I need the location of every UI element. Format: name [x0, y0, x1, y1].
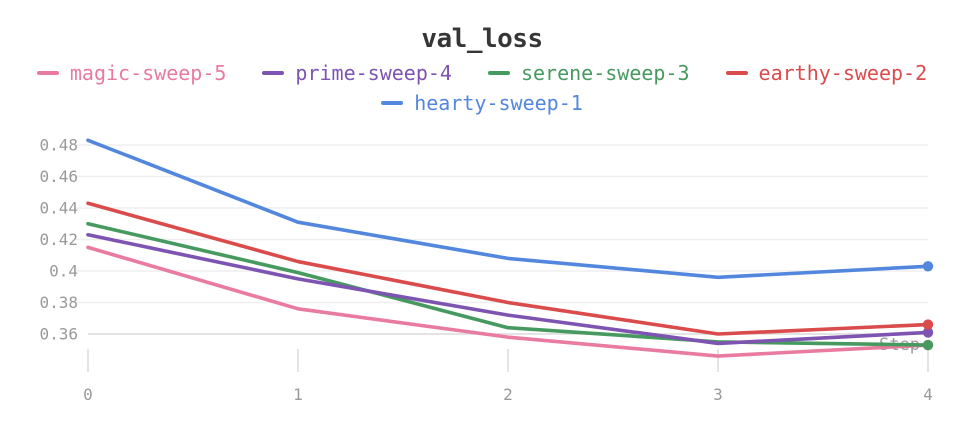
- x-tick-label: 2: [503, 385, 513, 404]
- y-tick-label: 0.48: [39, 136, 78, 155]
- y-tick-label: 0.46: [39, 167, 78, 186]
- y-tick-label: 0.4: [49, 262, 78, 281]
- series-line-serene-sweep-3[interactable]: [86, 221, 930, 347]
- y-tick-label: 0.42: [39, 230, 78, 249]
- series-endpoint-hearty-sweep-1[interactable]: [922, 261, 934, 272]
- y-tick-label: 0.44: [39, 199, 78, 218]
- series-line-earthy-sweep-2[interactable]: [86, 201, 930, 336]
- series-line-prime-sweep-4[interactable]: [86, 232, 930, 346]
- legend-item-prime-sweep-4[interactable]: prime-sweep-4: [262, 58, 452, 88]
- series-endpoint-serene-sweep-3[interactable]: [922, 339, 934, 351]
- series-endpoint-prime-sweep-4[interactable]: [922, 327, 934, 338]
- legend-label: prime-sweep-4: [295, 61, 452, 85]
- x-tick-label: 0: [83, 385, 93, 404]
- legend-line-swatch: [262, 71, 285, 75]
- y-tick-label: 0.36: [39, 325, 78, 344]
- chart-title: val_loss: [421, 24, 543, 54]
- legend-label: serene-sweep-3: [520, 61, 690, 85]
- legend-line-swatch: [487, 71, 510, 75]
- legend-item-earthy-sweep-2[interactable]: earthy-sweep-2: [725, 58, 928, 88]
- x-tick-label: 4: [923, 385, 933, 404]
- legend-label: hearty-sweep-1: [414, 91, 583, 115]
- legend-line-swatch: [36, 71, 59, 75]
- legend-item-hearty-sweep-1[interactable]: hearty-sweep-1: [381, 88, 583, 118]
- y-tick-label: 0.38: [39, 293, 78, 312]
- legend-label: earthy-sweep-2: [758, 61, 928, 85]
- legend-line-swatch: [725, 71, 748, 75]
- series-endpoint-earthy-sweep-2[interactable]: [922, 319, 934, 330]
- x-tick-label: 1: [293, 385, 303, 404]
- legend: magic-sweep-5 prime-sweep-4 serene-sweep…: [0, 58, 964, 118]
- series-line-magic-sweep-5[interactable]: [86, 245, 930, 358]
- legend-label: magic-sweep-5: [69, 61, 227, 85]
- series-line-hearty-sweep-1[interactable]: [86, 138, 930, 280]
- x-tick-label: 3: [713, 385, 723, 404]
- legend-item-serene-sweep-3[interactable]: serene-sweep-3: [487, 58, 690, 88]
- legend-item-magic-sweep-5[interactable]: magic-sweep-5: [36, 58, 227, 88]
- legend-line-swatch: [381, 101, 404, 105]
